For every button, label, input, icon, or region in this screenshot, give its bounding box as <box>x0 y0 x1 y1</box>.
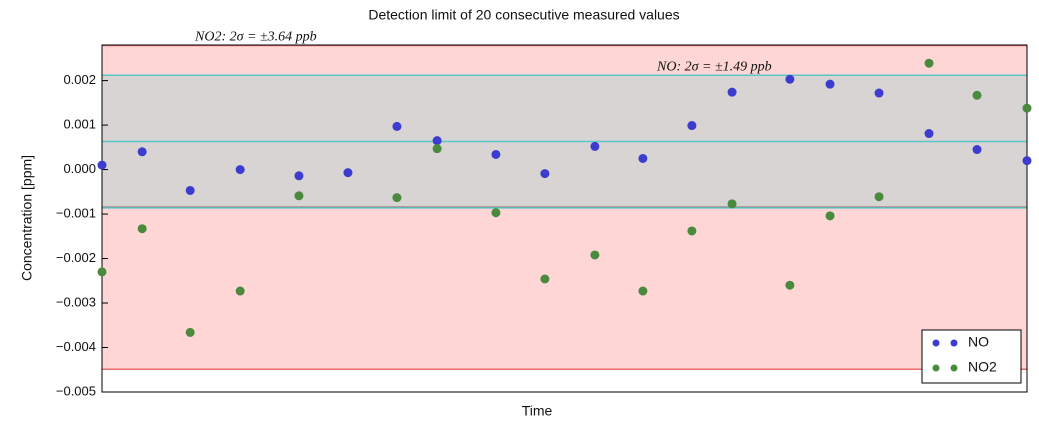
point <box>235 165 245 175</box>
annotation: NO: 2σ = ±1.49 ppb <box>656 59 772 74</box>
point <box>540 274 550 284</box>
point <box>235 286 245 296</box>
y-tick-label: −0.002 <box>56 250 96 265</box>
legend-marker <box>932 364 940 372</box>
point <box>874 192 884 202</box>
plot-frame <box>101 44 1028 393</box>
point <box>392 193 402 203</box>
y-tick-label: −0.003 <box>56 294 96 309</box>
point <box>491 208 501 218</box>
point <box>97 267 107 277</box>
y-tick-label: −0.005 <box>56 383 96 398</box>
point <box>924 129 934 139</box>
point <box>97 160 107 170</box>
y-tick-label: 0.000 <box>63 161 96 176</box>
x-axis-label: Time <box>522 403 553 419</box>
point <box>137 147 147 157</box>
point <box>924 58 934 68</box>
point <box>343 168 353 178</box>
point <box>638 153 648 163</box>
legend-label: NO2 <box>968 359 997 375</box>
point <box>687 121 697 131</box>
point <box>432 144 442 154</box>
legend-label: NO <box>968 334 989 350</box>
legend-marker <box>950 339 958 347</box>
point <box>185 327 195 337</box>
point <box>638 286 648 296</box>
point <box>1022 156 1032 166</box>
point <box>687 226 697 236</box>
point <box>590 141 600 151</box>
legend-marker <box>932 339 940 347</box>
y-tick-label: 0.002 <box>63 72 96 87</box>
point <box>825 79 835 89</box>
point <box>294 171 304 181</box>
point <box>392 121 402 131</box>
point <box>727 199 737 209</box>
point <box>137 224 147 234</box>
y-tick-label: −0.001 <box>56 205 96 220</box>
legend-box <box>921 329 1022 384</box>
annotation: NO2: 2σ = ±3.64 ppb <box>194 30 317 45</box>
point <box>972 90 982 100</box>
point <box>1022 103 1032 113</box>
point <box>785 74 795 84</box>
point <box>825 211 835 221</box>
y-tick-label: −0.004 <box>56 339 96 354</box>
y-axis-label: Concentration [ppm] <box>19 155 35 281</box>
point <box>491 149 501 159</box>
point <box>874 88 884 98</box>
y-tick-label: 0.001 <box>63 117 96 132</box>
point <box>294 191 304 201</box>
chart-title: Detection limit of 20 consecutive measur… <box>368 7 679 23</box>
point <box>590 250 600 260</box>
legend-marker <box>950 364 958 372</box>
point <box>727 87 737 97</box>
point <box>972 145 982 155</box>
point <box>432 136 442 146</box>
point <box>185 185 195 195</box>
point <box>540 169 550 179</box>
point <box>785 280 795 290</box>
